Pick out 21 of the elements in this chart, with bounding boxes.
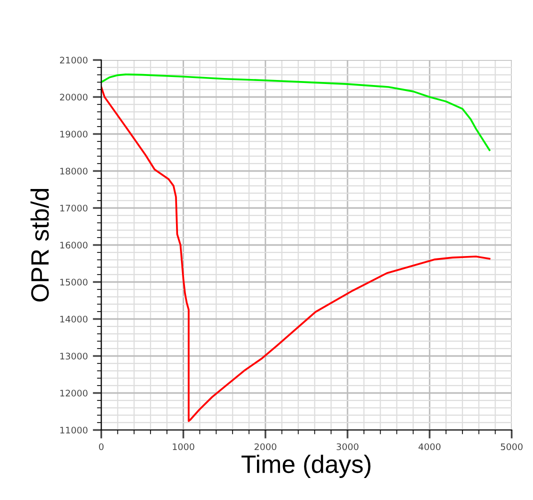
- y-tick-label: 19000: [60, 130, 88, 138]
- x-tick-label: 2000: [254, 443, 276, 450]
- x-tick-label: 3000: [336, 443, 358, 450]
- line-series: [101, 86, 490, 422]
- y-tick-label: 12000: [60, 390, 88, 397]
- x-tick-label: 4000: [418, 443, 440, 450]
- y-tick-label: 20000: [60, 94, 88, 101]
- y-tick-label: 13000: [60, 352, 88, 360]
- line-series: [101, 74, 490, 151]
- y-tick-label: 17000: [60, 204, 88, 212]
- x-tick-label: 1000: [172, 443, 194, 450]
- y-tick-label: 18000: [60, 168, 88, 175]
- y-axis-title: OPR stb/d: [30, 188, 49, 302]
- x-tick-label: 0: [98, 443, 104, 450]
- y-tick-label: 16000: [60, 242, 88, 249]
- x-tick-label: 5000: [500, 443, 523, 450]
- y-tick-label: 15000: [60, 278, 88, 286]
- y-tick-label: 14000: [60, 316, 88, 323]
- y-tick-label: 11000: [60, 426, 88, 434]
- y-tick-label: 21000: [60, 56, 88, 64]
- x-axis-title: Time (days): [242, 454, 370, 478]
